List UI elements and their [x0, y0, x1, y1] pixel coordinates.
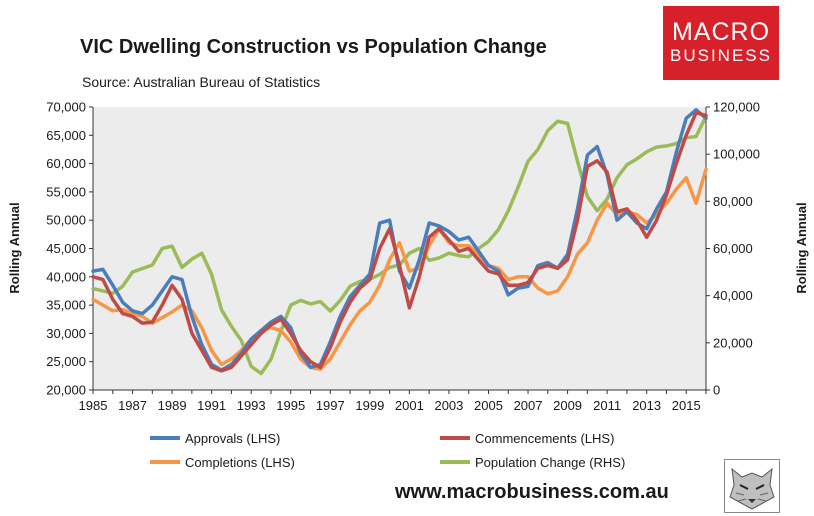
y-axis-left-label: Rolling Annual [7, 202, 22, 293]
x-tick-label: 2005 [474, 398, 503, 413]
x-tick-label: 2007 [514, 398, 543, 413]
x-tick-label: 1999 [355, 398, 384, 413]
website-url: www.macrobusiness.com.au [395, 481, 669, 503]
x-tick-label: 1997 [316, 398, 345, 413]
y-right-tick-label: 60,000 [713, 241, 753, 256]
y-right-tick-label: 120,000 [713, 100, 760, 115]
x-tick-label: 2015 [672, 398, 701, 413]
legend-label-approvals: Approvals (LHS) [185, 431, 280, 446]
x-tick-label: 1995 [276, 398, 305, 413]
series-line-completions [91, 167, 708, 371]
x-tick-label: 1985 [79, 398, 108, 413]
x-tick-label: 1991 [197, 398, 226, 413]
x-tick-label: 2011 [593, 398, 621, 413]
x-tick-label: 1987 [118, 398, 147, 413]
y-right-tick-label: 0 [713, 383, 720, 398]
y-axis-left-label-group: Rolling Annual [7, 202, 22, 293]
y-left-tick-label: 70,000 [46, 100, 86, 115]
legend-label-commencements: Commencements (LHS) [475, 431, 614, 446]
x-tick-label: 2013 [632, 398, 661, 413]
y-axis-right-label: Rolling Annual [794, 202, 809, 293]
y-left-tick-label: 65,000 [46, 128, 86, 143]
legend: Approvals (LHS) Commencements (LHS) Comple… [150, 431, 625, 470]
y-axis-right-label-group: Rolling Annual [794, 202, 809, 293]
y-left-tick-label: 50,000 [46, 213, 86, 228]
y-left-tick-label: 35,000 [46, 298, 86, 313]
y-left-tick-label: 60,000 [46, 156, 86, 171]
y-left-tick-label: 30,000 [46, 326, 86, 341]
y-left-tick-label: 45,000 [46, 241, 86, 256]
x-tick-label: 1993 [237, 398, 266, 413]
chart-title: VIC Dwelling Construction vs Population … [80, 36, 547, 58]
y-left-tick-label: 25,000 [46, 354, 86, 369]
legend-label-population-change: Population Change (RHS) [475, 455, 625, 470]
chart-source: Source: Australian Bureau of Statistics [82, 74, 321, 90]
y-right-tick-label: 40,000 [713, 288, 753, 303]
y-left-tick-label: 55,000 [46, 184, 86, 199]
logo-line-2: BUSINESS [670, 46, 772, 65]
axes: 20,000 25,000 30,000 35,000 40,000 45,000 50,0… [46, 100, 760, 414]
logo-line-1: MACRO [671, 18, 771, 46]
x-tick-label: 2009 [553, 398, 582, 413]
x-tick-label: 2001 [395, 398, 424, 413]
x-tick-label: 2003 [434, 398, 463, 413]
x-tick-label: 1989 [158, 398, 187, 413]
y-right-tick-label: 100,000 [713, 147, 760, 162]
y-right-tick-label: 80,000 [713, 194, 753, 209]
plot-area [93, 107, 706, 390]
series-lines [91, 108, 708, 376]
y-left-tick-label: 40,000 [46, 269, 86, 284]
y-left-tick-label: 20,000 [46, 383, 86, 398]
y-right-tick-label: 20,000 [713, 335, 753, 350]
series-line-commencements [91, 110, 708, 373]
fox-icon [724, 459, 780, 513]
macrobusiness-logo: MACRO BUSINESS [663, 6, 779, 80]
legend-label-completions: Completions (LHS) [185, 455, 295, 470]
